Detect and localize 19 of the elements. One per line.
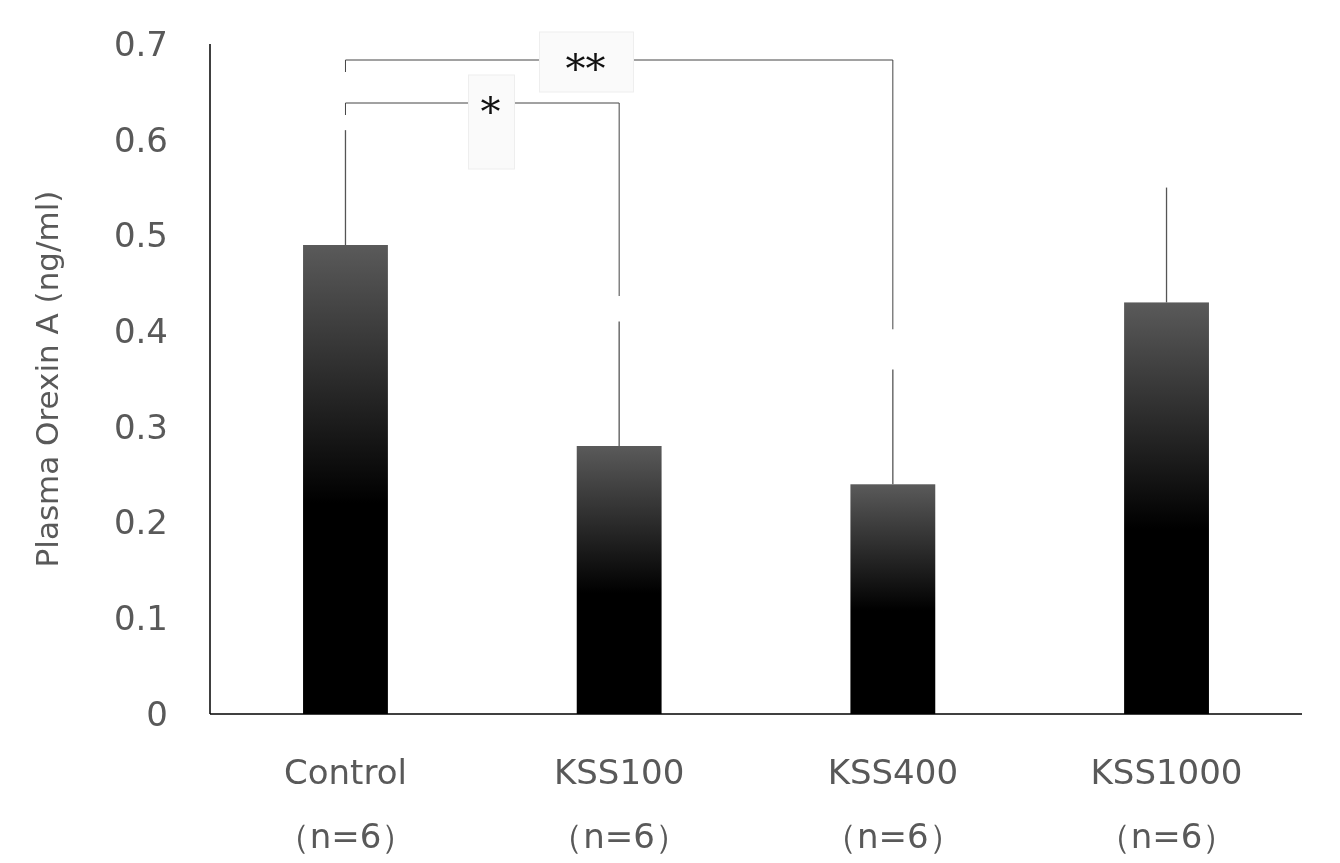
annotation: ** [565, 45, 606, 91]
x-tick-label: KSS400 （n=6） [823, 752, 963, 856]
x-tick-label: Control （n=6） [275, 752, 416, 856]
y-tick-label: 0.5 [113, 215, 168, 256]
bar [576, 446, 662, 714]
y-tick-label: 0.1 [113, 598, 168, 639]
bar [850, 484, 936, 714]
y-tick-label: 0.6 [113, 119, 168, 160]
y-tick-label: 0 [146, 693, 168, 734]
bar [303, 245, 388, 714]
y-tick-label: 0.2 [113, 502, 168, 543]
y-tick-label: 0.4 [113, 311, 168, 352]
bar [1124, 302, 1209, 714]
x-tick-label: KSS1000 （n=6） [1090, 752, 1243, 856]
y-tick-label: 0.7 [113, 23, 168, 64]
x-tick-label: KSS100 （n=6） [549, 752, 689, 856]
y-tick-label: 0.3 [113, 406, 168, 447]
annotation: * [480, 88, 501, 134]
y-axis-title: Plasma Orexin A (ng/ml) [29, 190, 65, 568]
